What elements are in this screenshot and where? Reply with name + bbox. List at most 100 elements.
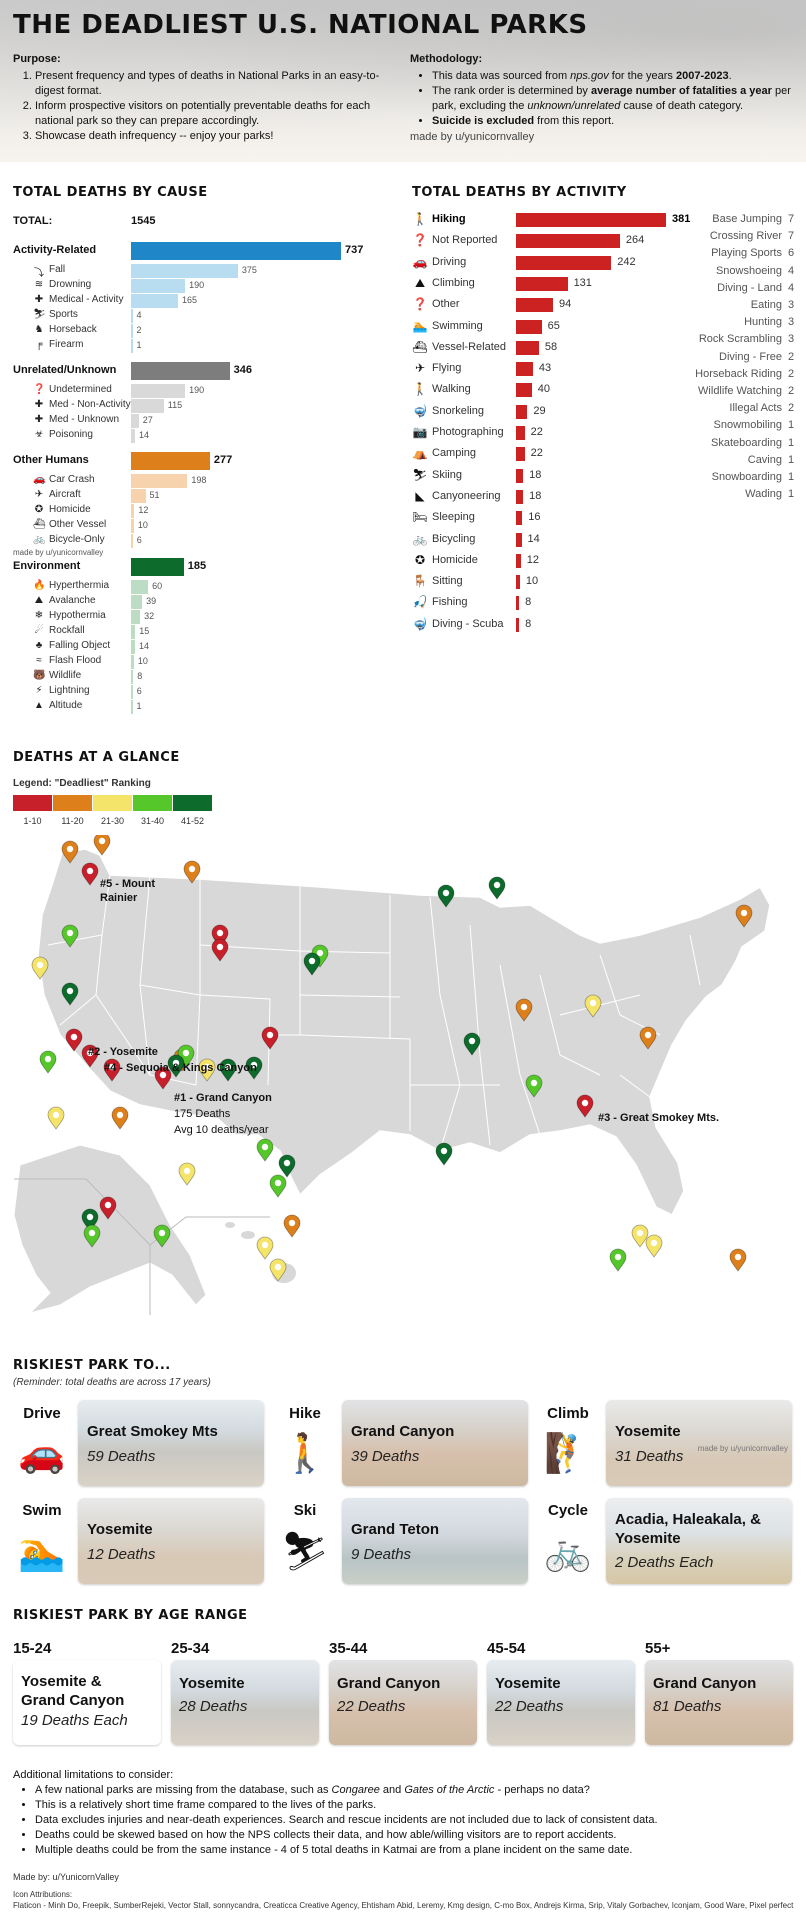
limitations-block: Additional limitations to consider: A fe…: [13, 1768, 793, 1858]
cause-item-value: 27: [142, 415, 153, 425]
activity-value: 22: [530, 447, 543, 460]
activity-row: 🏊 Swimming 65: [412, 319, 662, 335]
cause-item-row: ⛰ Avalanche 39: [13, 595, 403, 609]
park-marker-icon: [154, 1066, 172, 1090]
park-marker-icon: [256, 1138, 274, 1162]
legend-label: 1-10: [23, 816, 42, 826]
activity-minor-label: Eating: [750, 299, 782, 311]
park-marker-icon: [631, 1224, 649, 1248]
park-name: Grand Canyon: [337, 1675, 441, 1692]
activity-ski: Ski: [293, 1502, 317, 1519]
activity-minor-label: Wildlife Watching: [698, 385, 782, 397]
avalanche-icon: ⛰: [34, 595, 44, 606]
activity-row: ◣ Canyoneering 18: [412, 489, 662, 505]
fishing-icon: 🎣: [412, 595, 428, 610]
boat-icon: ⛴: [412, 339, 428, 354]
activity-label: Diving - Scuba: [432, 617, 504, 630]
cause-group-label: Other Humans: [13, 454, 89, 466]
activity-cycle: Cycle: [547, 1502, 589, 1519]
cause-item-label: Avalanche: [49, 595, 96, 606]
medical-icon: ✚: [34, 399, 44, 410]
age-card: Grand Canyon 81 Deaths: [645, 1660, 793, 1745]
activity-minor-label: Hunting: [744, 316, 782, 329]
activity-minor-label: Diving - Land: [717, 281, 782, 294]
walk-icon: 🚶: [412, 382, 428, 397]
park-marker-icon: [639, 1026, 657, 1050]
park-marker-icon: [178, 1162, 196, 1186]
park-card: Great Smokey Mts 59 Deaths: [78, 1400, 264, 1486]
cause-item-label: Hypothermia: [49, 610, 106, 621]
activity-minor-row: Rock Scrambling 3: [660, 332, 800, 348]
age-card: Yosemite & Grand Canyon 19 Deaths Each: [13, 1660, 161, 1745]
park-marker-icon: [256, 1236, 274, 1260]
activity-bar: [516, 511, 523, 526]
sitting-icon: 🪑: [412, 574, 428, 589]
grand-canyon-avg: Avg 10 deaths/year: [174, 1124, 269, 1136]
cause-item-row: ❓ Undetermined 190: [13, 384, 403, 398]
activity-label: Canyoneering: [432, 489, 501, 502]
cause-item-value: 10: [137, 520, 148, 530]
activity-minor-value: 2: [788, 367, 795, 380]
poison-icon: ☣: [34, 429, 44, 440]
park-deaths: 22 Deaths: [495, 1698, 564, 1715]
cause-item-bar: [131, 384, 186, 398]
park-marker-icon: [167, 1054, 185, 1078]
park-marker-icon: [609, 1248, 627, 1272]
smokey-label: #3 - Great Smokey Mts.: [598, 1112, 719, 1124]
activity-minor-label: Snowmobiling: [713, 419, 782, 432]
cause-item-row: ✈ Aircraft 51: [13, 489, 403, 503]
activity-value: 242: [617, 255, 636, 268]
cause-value: 737: [345, 244, 364, 256]
park-marker-icon: [61, 982, 79, 1006]
cause-item-row: ✚ Medical - Activity 165: [13, 294, 403, 308]
activity-minor-row: Snowboarding 1: [660, 470, 800, 486]
activity-minor-value: 2: [788, 350, 795, 363]
cause-item-bar: [131, 429, 135, 443]
cause-item-row: ☣ Poisoning 14: [13, 429, 403, 443]
cause-item-bar: [131, 685, 133, 699]
park-marker-icon: [39, 1050, 57, 1074]
medical-icon: ✚: [34, 414, 44, 425]
bear-icon: 🐻: [33, 670, 46, 681]
activity-minor-row: Eating 3: [660, 298, 800, 314]
cause-item-bar: [131, 610, 141, 624]
activity-minor-row: Diving - Land 4: [660, 281, 800, 297]
cause-item-row: 🚗 Car Crash 198: [13, 474, 403, 488]
park-marker-icon: [81, 1044, 99, 1068]
activity-minor-row: Skateboarding 1: [660, 436, 800, 452]
tree-icon: ♣: [35, 640, 43, 651]
cause-bar: [131, 362, 230, 380]
limitations-heading: Additional limitations to consider:: [13, 1769, 174, 1781]
activity-row: ⛰ Climbing 131: [412, 276, 662, 292]
methodology-heading: Methodology: [410, 53, 479, 65]
activity-label: Snorkeling: [432, 404, 484, 417]
activity-bar: [516, 617, 520, 632]
activity-minor-row: Wildlife Watching 2: [660, 384, 800, 400]
activity-bar: [516, 319, 542, 334]
activity-row: ⛺ Camping 22: [412, 446, 662, 462]
cause-item-row: ⛷ Sports 4: [13, 309, 403, 323]
park-marker-icon: [576, 1094, 594, 1118]
cause-bar: [131, 558, 184, 576]
cause-item-value: 51: [149, 490, 160, 500]
activity-value: 94: [559, 298, 572, 311]
yosemite-label: #2 - Yosemite: [88, 1046, 158, 1058]
cause-item-row: ╒ Firearm 1: [13, 339, 403, 353]
cause-item-bar: [131, 324, 133, 338]
park-name: Acadia, Haleakala, & Yosemite: [615, 1511, 761, 1547]
park-marker-icon: [245, 1056, 263, 1080]
park-name: Yosemite: [179, 1675, 245, 1692]
activity-value: 22: [530, 426, 543, 438]
activity-bar: [516, 447, 525, 462]
legend-swatch: [13, 795, 52, 811]
cause-item-bar: [131, 640, 135, 654]
activity-minor-label: Snowboarding: [711, 471, 782, 483]
cause-item-label: Wildlife: [49, 670, 82, 681]
boat-icon: ⛴: [33, 519, 46, 530]
activity-minor-value: 2: [788, 402, 795, 415]
camera-icon: 📷: [412, 425, 428, 439]
activity-minor-row: Horseback Riding 2: [660, 367, 800, 383]
grand-canyon-deaths: 175 Deaths: [174, 1108, 231, 1120]
age-range: 15-24: [13, 1640, 52, 1657]
purpose-item: Showcase death infrequency -- enjoy your…: [35, 129, 403, 144]
